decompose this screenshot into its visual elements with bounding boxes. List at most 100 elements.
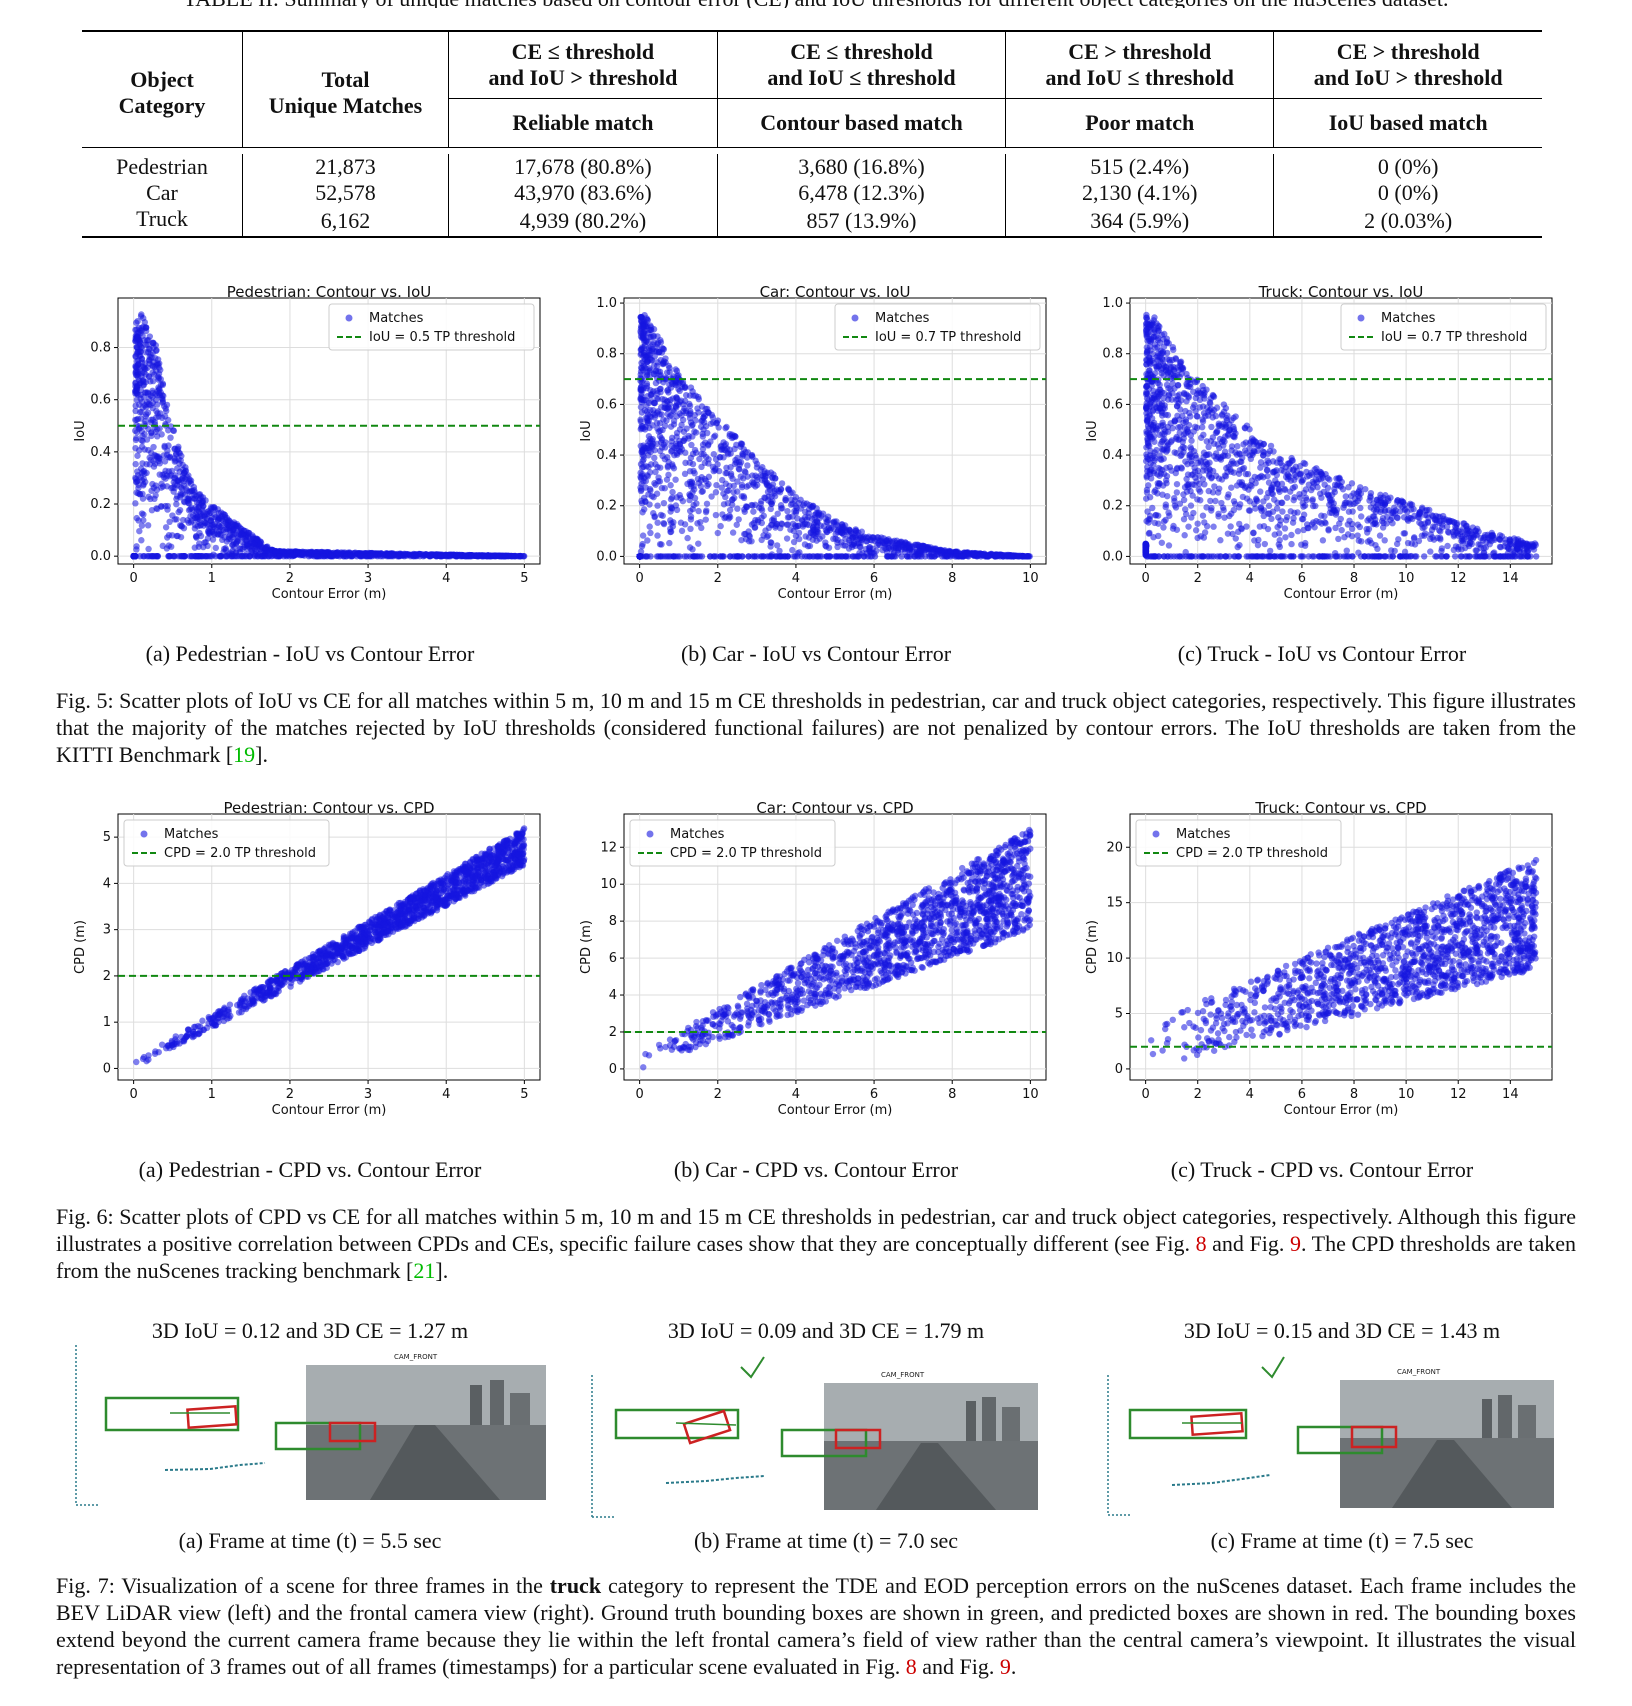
data-point	[150, 340, 157, 347]
data-point	[679, 497, 687, 505]
cell-value: 2,130 (4.1%)	[1005, 180, 1275, 206]
data-point	[728, 496, 736, 504]
data-point	[146, 360, 153, 367]
header-cond-3: CE > threshold and IoU ≤ threshold	[1005, 30, 1275, 99]
data-point	[1276, 537, 1283, 544]
data-point	[138, 408, 145, 416]
data-point	[1235, 504, 1243, 511]
data-point	[698, 488, 705, 495]
data-point	[1257, 505, 1265, 512]
y-tick-label: 0.2	[90, 497, 111, 512]
x-axis-label: Contour Error (m)	[778, 587, 893, 602]
data-point	[883, 537, 890, 544]
legend-label: Matches	[369, 311, 424, 326]
data-point	[1362, 485, 1369, 493]
data-point	[1294, 528, 1302, 535]
data-point	[139, 363, 146, 370]
data-point	[473, 552, 481, 560]
data-point	[1183, 398, 1190, 405]
data-point	[1212, 497, 1219, 505]
data-point	[1153, 363, 1161, 370]
data-point	[1185, 523, 1192, 530]
data-point	[1146, 515, 1154, 523]
data-point	[138, 522, 146, 529]
data-point	[778, 480, 786, 487]
x-tick-label: 2	[714, 571, 722, 586]
data-point	[657, 339, 665, 346]
data-point	[1147, 421, 1154, 428]
table-caption: TABLE II: Summary of unique matches base…	[0, 0, 1632, 8]
data-point	[1338, 526, 1345, 534]
data-point	[185, 495, 192, 503]
data-point	[1195, 486, 1202, 493]
cell-value: 515 (2.4%)	[1005, 154, 1275, 180]
data-point	[140, 517, 147, 524]
data-point	[1332, 511, 1340, 518]
y-tick-label: 0.2	[596, 499, 617, 514]
data-point	[691, 553, 699, 560]
data-point	[201, 539, 208, 546]
data-point	[1203, 523, 1211, 530]
data-point	[643, 382, 651, 390]
data-point	[701, 419, 708, 426]
scatter-points	[130, 311, 528, 560]
label-poor-match: Poor match	[1005, 98, 1275, 148]
legend-label: IoU = 0.7 TP threshold	[875, 330, 1021, 345]
data-point	[1298, 478, 1306, 485]
data-point	[1171, 418, 1179, 425]
data-point	[640, 453, 647, 460]
data-point	[1505, 545, 1512, 552]
data-point	[726, 512, 733, 519]
data-point	[1159, 365, 1166, 372]
data-point	[1339, 486, 1347, 493]
data-point	[916, 548, 923, 555]
data-point	[711, 432, 719, 439]
data-point	[735, 516, 742, 523]
data-point	[1331, 481, 1339, 489]
data-point	[667, 482, 674, 489]
legend-label: Matches	[875, 311, 930, 326]
x-tick-label: 2	[1194, 571, 1202, 586]
data-point	[1525, 547, 1532, 554]
table-row: Car 52,578 43,970 (83.6%) 6,478 (12.3%) …	[82, 180, 1542, 206]
data-point	[1281, 485, 1288, 493]
data-point	[1300, 526, 1307, 534]
data-point	[637, 403, 645, 411]
data-point	[237, 545, 244, 552]
data-point	[639, 331, 646, 338]
data-point	[148, 552, 156, 560]
legend: Matches IoU = 0.7 TP threshold	[834, 303, 1041, 351]
x-tick-label: 0	[1141, 571, 1149, 586]
data-point	[1213, 404, 1221, 411]
data-point	[649, 422, 656, 429]
data-point	[1254, 541, 1262, 549]
data-point	[140, 475, 147, 483]
data-point	[696, 553, 703, 560]
data-point	[670, 417, 678, 425]
data-point	[137, 327, 144, 334]
data-point	[1209, 391, 1217, 399]
data-point	[1281, 525, 1289, 532]
data-point	[171, 481, 179, 488]
data-point	[260, 552, 268, 560]
data-point	[158, 480, 165, 487]
data-point	[855, 553, 862, 560]
data-point	[928, 553, 936, 560]
data-point	[138, 436, 145, 444]
data-point	[666, 539, 673, 547]
data-point	[725, 487, 732, 494]
data-point	[1335, 535, 1342, 543]
data-point	[726, 506, 734, 514]
data-point	[135, 481, 142, 489]
data-point	[1268, 515, 1275, 523]
data-point	[675, 372, 682, 379]
data-point	[993, 553, 1001, 560]
data-point	[768, 493, 776, 500]
legend-marker	[851, 314, 859, 322]
data-point	[198, 552, 206, 560]
data-point	[646, 355, 654, 363]
data-point	[1143, 474, 1150, 481]
data-point	[638, 480, 645, 488]
data-point	[639, 458, 646, 465]
data-point	[647, 413, 655, 421]
